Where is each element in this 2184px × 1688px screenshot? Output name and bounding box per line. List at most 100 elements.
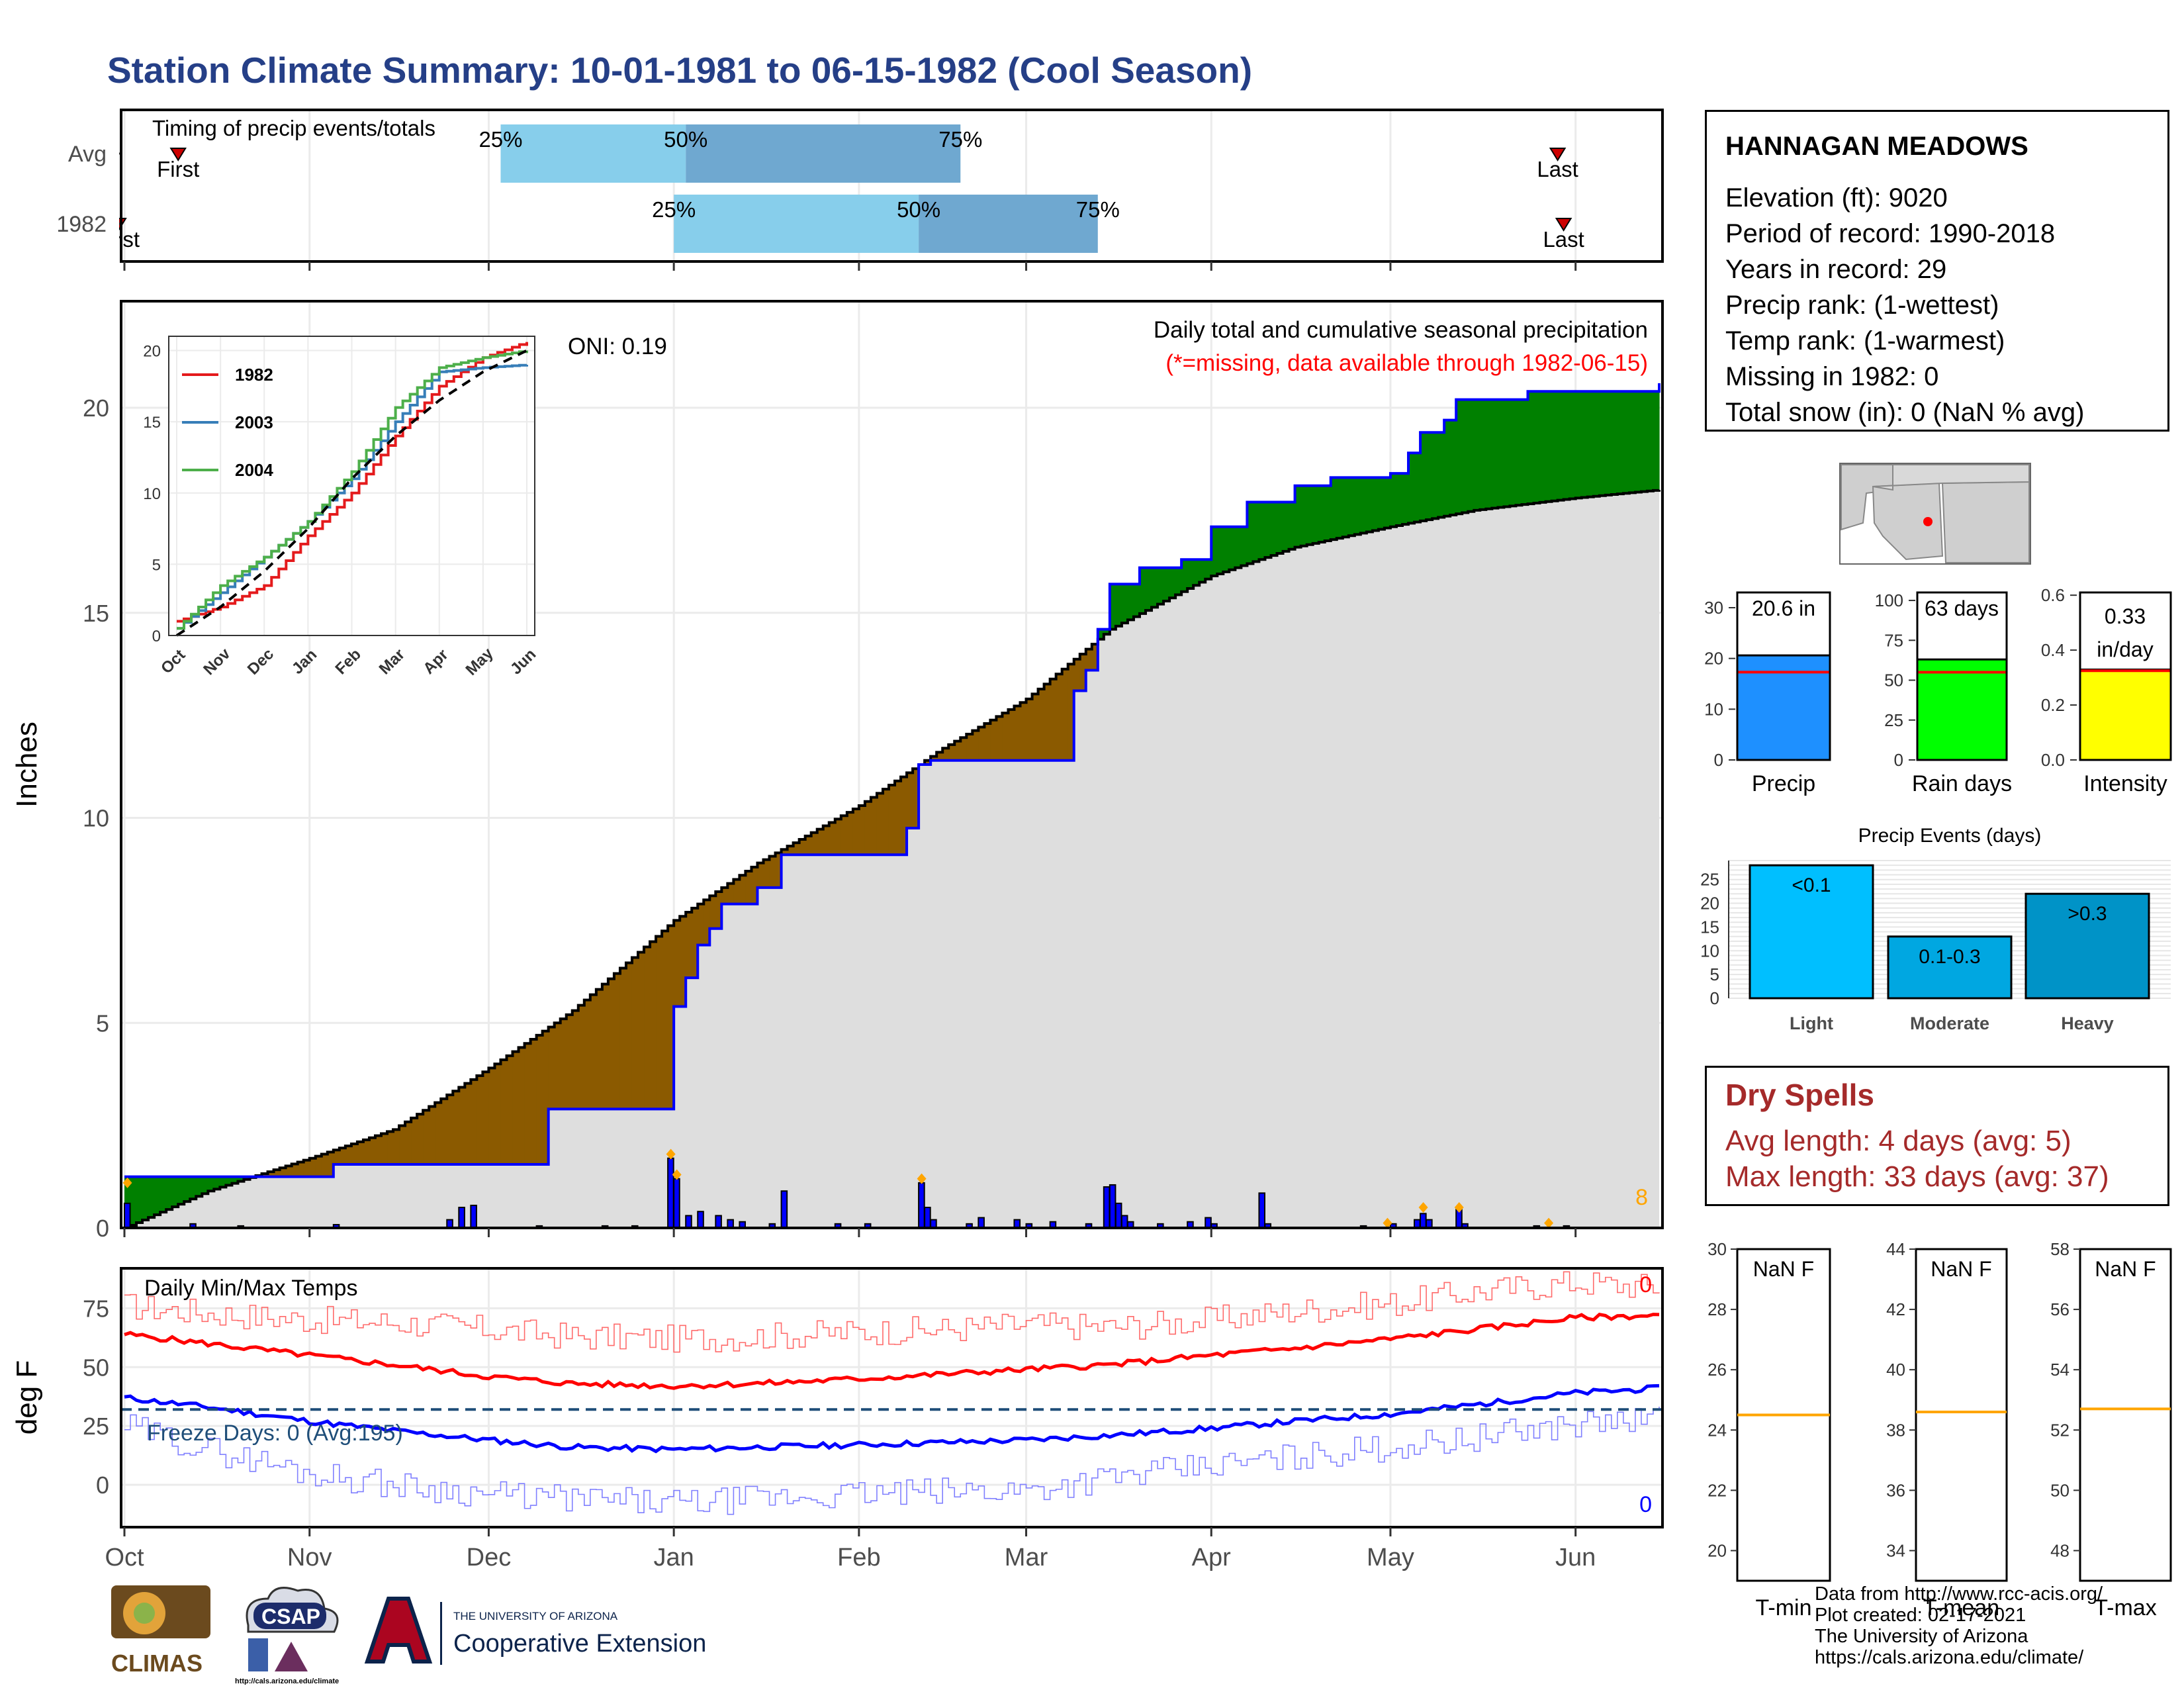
deficit-area [936,752,943,761]
deficit-area [477,1076,484,1164]
surplus-area [1193,559,1200,586]
inset-y-tick: 20 [143,343,161,361]
mini-bar-tick-label: 0.2 [2041,695,2065,715]
deficit-area [787,846,794,855]
last-event-label: Last [1543,227,1584,252]
mini-bar-label-bg [1737,592,1830,622]
x-tick-label: Mar [1005,1544,1048,1571]
x-tick-label: Feb [837,1544,880,1571]
deficit-area [960,737,967,761]
observed-cumulative-line [124,383,1661,1178]
deficit-area [333,1150,340,1164]
timing-bar-25-50 [500,124,686,183]
deficit-area [572,1010,579,1109]
deficit-area [895,780,901,855]
events-category-label: Heavy [2061,1013,2114,1033]
deficit-area [465,1083,471,1164]
surplus-area [1468,399,1475,512]
timing-label: Timing of precip events/totals [152,116,435,140]
temp-panel-name: T-min [1756,1595,1812,1620]
temp-panel-value: NaN F [2095,1257,2156,1281]
deficit-area [715,892,722,929]
deficit-area [1091,644,1099,671]
events-title: Precip Events (days) [1858,825,2042,847]
station-years: Years in record: 29 [1725,255,1947,284]
temp-panel-name: T-max [2094,1595,2156,1620]
deficit-area [1014,706,1021,761]
temp-y-tick: 25 [83,1413,109,1440]
surplus-area [1653,391,1660,491]
surplus-area [1408,453,1415,524]
events-y-tick: 20 [1700,894,1719,914]
y-tick-label: 0 [96,1215,109,1242]
deficit-area [1032,694,1039,761]
daily-precip-bar [780,1190,788,1229]
ua-line2: Cooperative Extension [453,1630,706,1658]
inset-line-avg [175,349,527,637]
x-tick-label: Oct [105,1544,144,1571]
surplus-area [1324,485,1332,541]
surplus-area [214,1176,220,1190]
surplus-area [1372,477,1379,531]
surplus-area [1599,391,1606,496]
temp-panel-tick-label: 56 [2050,1299,2070,1319]
mini-bar-frame-top [1916,591,2008,761]
pct-label: 75% [938,127,982,152]
surplus-area [1127,584,1134,620]
seasonal-temp-panels: 20 22 24 26 28 30 NaN F T-min 34 36 38 40 42 44 NaN F T… [1707,1239,2172,1620]
timing-border [120,109,1664,263]
surplus-area [1271,502,1278,556]
surplus-area [1158,567,1164,604]
daily-precip-bar [697,1211,704,1229]
deficit-area [339,1148,346,1164]
surplus-area [1152,567,1158,608]
temp-panel-tick-label: 20 [1707,1540,1727,1560]
daily-precip-bar [1103,1186,1111,1229]
deficit-area [1002,713,1009,761]
surplus-area [1109,584,1116,630]
surplus-area [1300,485,1308,546]
surplus-area [232,1176,239,1184]
logo-strip: CLIMAS CSAP http://cals.arizona.edu/clim… [111,1585,706,1685]
deficit-area [996,716,1003,761]
deficit-area [602,984,609,1109]
timing-left-mask [79,110,119,261]
surplus-area [1306,485,1314,545]
mini-bar-tick-label: 0 [1714,750,1723,770]
credit-line: Plot created: 02-17-2021 [1815,1605,2026,1626]
heavy-event-marker [122,1177,132,1188]
deficit-area [763,859,770,888]
surplus-area [1527,391,1535,504]
deficit-area [858,805,866,855]
mini-bar-intensity [2079,668,2172,761]
dry-spells-box: Dry Spells Avg length: 4 days (avg: 5) M… [1705,1066,2169,1206]
surplus-area [166,1176,173,1210]
surplus-area [1647,391,1654,491]
surplus-area [1402,473,1409,525]
deficit-area [835,819,842,855]
surplus-area [1205,559,1212,579]
surplus-area [1611,391,1618,495]
temp-title: Daily Min/Max Temps [144,1276,357,1301]
surplus-area [1217,526,1224,574]
events-category-label: Light [1790,1013,1833,1033]
deficit-area [775,853,782,888]
ua-line1: THE UNIVERSITY OF ARIZONA [453,1610,618,1622]
deficit-area [530,1039,537,1164]
temp-panel-value: NaN F [1753,1257,1814,1281]
min-record-count: 0 [1639,1492,1652,1517]
surplus-area [1605,391,1612,495]
max-record-count: 0 [1639,1272,1652,1297]
deficit-area [631,957,639,1109]
events-y-tick: 5 [1710,964,1719,984]
deficit-area [387,1131,394,1164]
climas-logo-text: CLIMAS [111,1650,203,1677]
mini-bar-name: Precip [1752,771,1815,796]
deficit-area [990,720,997,761]
temp-background [121,1268,1662,1527]
panel-border [120,300,1664,1229]
surplus-area [142,1176,149,1221]
deficit-area [291,1164,298,1177]
temp-y-tick: 50 [83,1354,109,1381]
surplus-area [1342,477,1349,538]
